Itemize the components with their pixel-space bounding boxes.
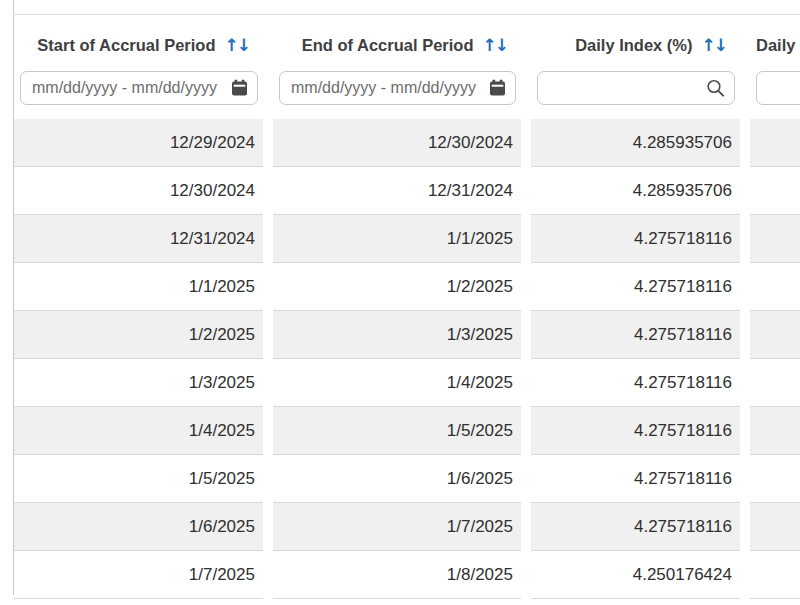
cell-end-of-accrual-period: 1/6/2025 (273, 455, 521, 503)
cell-start-of-accrual-period: 1/1/2025 (14, 263, 263, 311)
cell-end-of-accrual-period: 1/4/2025 (273, 359, 521, 407)
column-header-label: Daily I (756, 36, 800, 55)
cell-end-of-accrual-period: 1/7/2025 (273, 503, 521, 551)
cell-daily-i (750, 551, 800, 599)
cell-start-of-accrual-period: 12/30/2024 (14, 167, 263, 215)
sort-icon[interactable]: ↑↓ (225, 35, 250, 55)
cell-daily-index: 4.275718116 (531, 359, 740, 407)
table-body: 12/29/2024 12/30/2024 4.285935706 12/30/… (13, 119, 800, 599)
cell-daily-index: 4.275718116 (531, 263, 740, 311)
cell-daily-index: 4.275718116 (531, 503, 740, 551)
cell-start-of-accrual-period: 12/29/2024 (14, 119, 263, 167)
cell-daily-index: 4.285935706 (531, 167, 740, 215)
cell-start-of-accrual-period: 1/5/2025 (14, 455, 263, 503)
cell-daily-i (750, 167, 800, 215)
cell-start-of-accrual-period: 1/2/2025 (14, 311, 263, 359)
daily-index-filter (537, 71, 735, 105)
cell-end-of-accrual-period: 12/31/2024 (273, 167, 521, 215)
cell-daily-i (750, 119, 800, 167)
column-header-daily-index[interactable]: Daily Index (%) ↑↓ (531, 29, 740, 61)
cell-daily-i (750, 455, 800, 503)
cell-end-of-accrual-period: 1/3/2025 (273, 311, 521, 359)
cell-daily-index: 4.250176424 (531, 551, 740, 599)
table-row[interactable]: 1/6/2025 1/7/2025 4.275718116 (13, 503, 800, 551)
search-icon (706, 79, 725, 98)
table-row[interactable]: 1/4/2025 1/5/2025 4.275718116 (13, 407, 800, 455)
sort-icon[interactable]: ↑↓ (483, 35, 508, 55)
column-header-label: End of Accrual Period (302, 36, 474, 55)
cell-start-of-accrual-period: 12/31/2024 (14, 215, 263, 263)
daily-index-search-input[interactable] (538, 72, 734, 104)
table-row[interactable]: 12/29/2024 12/30/2024 4.285935706 (13, 119, 800, 167)
cell-start-of-accrual-period: 1/7/2025 (14, 551, 263, 599)
table-row[interactable]: 1/5/2025 1/6/2025 4.275718116 (13, 455, 800, 503)
column-header-end-of-accrual-period[interactable]: End of Accrual Period ↑↓ (273, 29, 521, 61)
column-header-start-of-accrual-period[interactable]: Start of Accrual Period ↑↓ (14, 29, 263, 61)
cell-daily-index: 4.275718116 (531, 407, 740, 455)
table-row[interactable]: 1/1/2025 1/2/2025 4.275718116 (13, 263, 800, 311)
column-header-label: Start of Accrual Period (37, 36, 215, 55)
cell-start-of-accrual-period: 1/4/2025 (14, 407, 263, 455)
sort-icon[interactable]: ↑↓ (702, 35, 727, 55)
cell-daily-index: 4.285935706 (531, 119, 740, 167)
table-filter-row (13, 71, 800, 105)
table-row[interactable]: 12/31/2024 1/1/2025 4.275718116 (13, 215, 800, 263)
cell-daily-index: 4.275718116 (531, 311, 740, 359)
table-row[interactable]: 1/3/2025 1/4/2025 4.275718116 (13, 359, 800, 407)
table-row[interactable]: 1/7/2025 1/8/2025 4.250176424 (13, 551, 800, 599)
cell-start-of-accrual-period: 1/6/2025 (14, 503, 263, 551)
cell-daily-i (750, 359, 800, 407)
cell-daily-i (750, 311, 800, 359)
cell-end-of-accrual-period: 1/5/2025 (273, 407, 521, 455)
cell-daily-index: 4.275718116 (531, 455, 740, 503)
cell-end-of-accrual-period: 1/8/2025 (273, 551, 521, 599)
calendar-icon[interactable] (231, 80, 248, 97)
daily-i-search-input[interactable] (757, 72, 800, 104)
table-header-row: Start of Accrual Period ↑↓ End of Accrua… (13, 29, 800, 61)
calendar-icon[interactable] (489, 80, 506, 97)
cell-end-of-accrual-period: 1/2/2025 (273, 263, 521, 311)
cell-daily-i (750, 263, 800, 311)
end-period-date-range-input[interactable] (280, 72, 515, 104)
cell-daily-i (750, 407, 800, 455)
column-header-daily-i[interactable]: Daily I (750, 29, 800, 61)
cell-daily-index: 4.275718116 (531, 215, 740, 263)
end-period-filter (279, 71, 516, 105)
table-row[interactable]: 12/30/2024 12/31/2024 4.285935706 (13, 167, 800, 215)
cell-daily-i (750, 503, 800, 551)
column-header-label: Daily Index (%) (575, 36, 692, 55)
start-period-filter (20, 71, 258, 105)
table-row[interactable]: 1/2/2025 1/3/2025 4.275718116 (13, 311, 800, 359)
cell-end-of-accrual-period: 1/1/2025 (273, 215, 521, 263)
daily-i-filter (756, 71, 800, 105)
cell-start-of-accrual-period: 1/3/2025 (14, 359, 263, 407)
start-period-date-range-input[interactable] (21, 72, 257, 104)
accrual-table: Start of Accrual Period ↑↓ End of Accrua… (13, 14, 800, 599)
cell-end-of-accrual-period: 12/30/2024 (273, 119, 521, 167)
cell-daily-i (750, 215, 800, 263)
